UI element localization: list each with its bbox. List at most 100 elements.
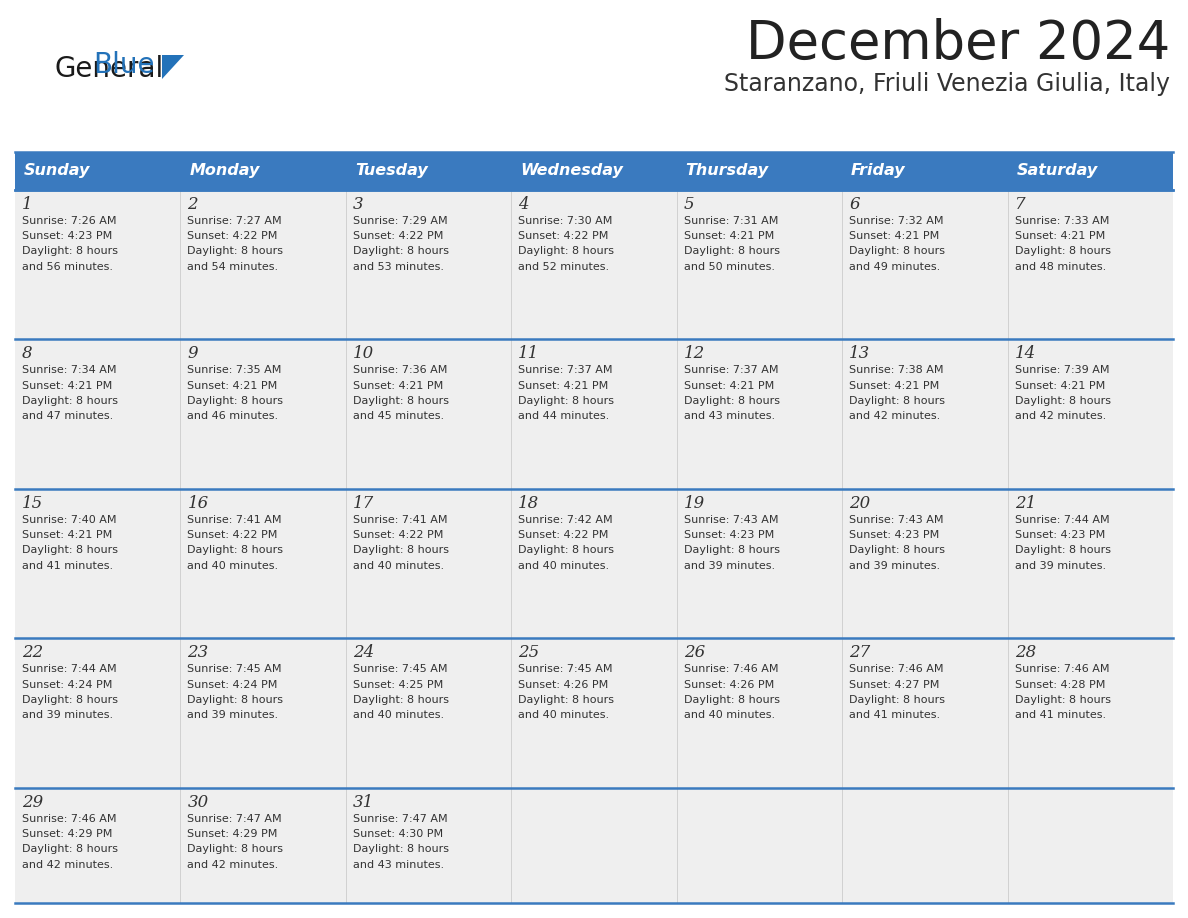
Text: Sunset: 4:21 PM: Sunset: 4:21 PM — [518, 381, 608, 391]
Text: December 2024: December 2024 — [746, 18, 1170, 70]
Text: Sunrise: 7:32 AM: Sunrise: 7:32 AM — [849, 216, 943, 226]
Text: and 41 minutes.: and 41 minutes. — [23, 561, 113, 571]
Text: Daylight: 8 hours: Daylight: 8 hours — [353, 396, 449, 406]
Text: Sunrise: 7:47 AM: Sunrise: 7:47 AM — [353, 814, 448, 823]
Text: Sunrise: 7:37 AM: Sunrise: 7:37 AM — [518, 365, 613, 375]
Text: 3: 3 — [353, 196, 364, 213]
Text: Daylight: 8 hours: Daylight: 8 hours — [353, 246, 449, 256]
Text: Daylight: 8 hours: Daylight: 8 hours — [23, 396, 118, 406]
Text: Daylight: 8 hours: Daylight: 8 hours — [849, 396, 946, 406]
Text: Daylight: 8 hours: Daylight: 8 hours — [188, 695, 284, 705]
Text: Sunrise: 7:41 AM: Sunrise: 7:41 AM — [188, 515, 282, 525]
Text: 2: 2 — [188, 196, 198, 213]
Text: Sunset: 4:21 PM: Sunset: 4:21 PM — [684, 231, 773, 241]
Text: Sunset: 4:21 PM: Sunset: 4:21 PM — [849, 231, 940, 241]
Text: Daylight: 8 hours: Daylight: 8 hours — [1015, 246, 1111, 256]
Text: 25: 25 — [518, 644, 539, 662]
Text: Sunset: 4:26 PM: Sunset: 4:26 PM — [684, 679, 773, 689]
Text: Daylight: 8 hours: Daylight: 8 hours — [849, 246, 946, 256]
Text: and 40 minutes.: and 40 minutes. — [518, 710, 609, 720]
Text: Sunset: 4:21 PM: Sunset: 4:21 PM — [23, 381, 112, 391]
Text: Sunrise: 7:40 AM: Sunrise: 7:40 AM — [23, 515, 116, 525]
Text: Sunset: 4:21 PM: Sunset: 4:21 PM — [23, 531, 112, 540]
Text: Daylight: 8 hours: Daylight: 8 hours — [23, 545, 118, 555]
Text: Sunrise: 7:36 AM: Sunrise: 7:36 AM — [353, 365, 447, 375]
Text: Daylight: 8 hours: Daylight: 8 hours — [684, 695, 779, 705]
Bar — [15, 788, 1173, 903]
Text: Sunrise: 7:34 AM: Sunrise: 7:34 AM — [23, 365, 116, 375]
Text: 15: 15 — [23, 495, 43, 512]
Text: and 48 minutes.: and 48 minutes. — [1015, 262, 1106, 272]
Text: Sunset: 4:21 PM: Sunset: 4:21 PM — [353, 381, 443, 391]
Text: 11: 11 — [518, 345, 539, 363]
Text: 18: 18 — [518, 495, 539, 512]
Text: General: General — [55, 55, 164, 83]
Text: and 41 minutes.: and 41 minutes. — [849, 710, 940, 720]
Bar — [15, 152, 1173, 190]
Text: Daylight: 8 hours: Daylight: 8 hours — [518, 545, 614, 555]
Text: and 39 minutes.: and 39 minutes. — [849, 561, 940, 571]
Text: 26: 26 — [684, 644, 704, 662]
Text: 8: 8 — [23, 345, 32, 363]
Text: Sunset: 4:23 PM: Sunset: 4:23 PM — [1015, 531, 1105, 540]
Text: Daylight: 8 hours: Daylight: 8 hours — [188, 396, 284, 406]
Text: and 40 minutes.: and 40 minutes. — [353, 710, 444, 720]
Text: 6: 6 — [849, 196, 860, 213]
Text: Sunrise: 7:47 AM: Sunrise: 7:47 AM — [188, 814, 282, 823]
Text: 10: 10 — [353, 345, 374, 363]
Text: Sunset: 4:21 PM: Sunset: 4:21 PM — [684, 381, 773, 391]
Text: and 42 minutes.: and 42 minutes. — [188, 859, 279, 869]
Text: 27: 27 — [849, 644, 871, 662]
Text: 9: 9 — [188, 345, 198, 363]
Text: 29: 29 — [23, 794, 43, 811]
Text: 17: 17 — [353, 495, 374, 512]
Text: Sunset: 4:27 PM: Sunset: 4:27 PM — [849, 679, 940, 689]
Text: Tuesday: Tuesday — [355, 163, 428, 178]
Text: and 43 minutes.: and 43 minutes. — [353, 859, 444, 869]
Text: Daylight: 8 hours: Daylight: 8 hours — [518, 396, 614, 406]
Text: Sunrise: 7:46 AM: Sunrise: 7:46 AM — [1015, 665, 1110, 675]
Text: Sunset: 4:21 PM: Sunset: 4:21 PM — [1015, 381, 1105, 391]
Text: Sunrise: 7:45 AM: Sunrise: 7:45 AM — [353, 665, 448, 675]
Text: and 49 minutes.: and 49 minutes. — [849, 262, 941, 272]
Text: Daylight: 8 hours: Daylight: 8 hours — [684, 545, 779, 555]
Text: Sunset: 4:26 PM: Sunset: 4:26 PM — [518, 679, 608, 689]
Text: and 39 minutes.: and 39 minutes. — [684, 561, 775, 571]
Text: Sunrise: 7:37 AM: Sunrise: 7:37 AM — [684, 365, 778, 375]
Text: Sunset: 4:22 PM: Sunset: 4:22 PM — [188, 531, 278, 540]
Text: and 50 minutes.: and 50 minutes. — [684, 262, 775, 272]
Text: and 42 minutes.: and 42 minutes. — [1015, 411, 1106, 421]
Text: 19: 19 — [684, 495, 704, 512]
Text: Daylight: 8 hours: Daylight: 8 hours — [1015, 396, 1111, 406]
Bar — [15, 638, 1173, 788]
Text: Sunset: 4:29 PM: Sunset: 4:29 PM — [23, 829, 113, 839]
Text: Saturday: Saturday — [1017, 163, 1098, 178]
Text: and 44 minutes.: and 44 minutes. — [518, 411, 609, 421]
Text: 13: 13 — [849, 345, 871, 363]
Text: Sunrise: 7:41 AM: Sunrise: 7:41 AM — [353, 515, 448, 525]
Text: Sunset: 4:21 PM: Sunset: 4:21 PM — [188, 381, 278, 391]
Text: Daylight: 8 hours: Daylight: 8 hours — [23, 695, 118, 705]
Text: Friday: Friday — [851, 163, 905, 178]
Text: 21: 21 — [1015, 495, 1036, 512]
Text: Sunset: 4:22 PM: Sunset: 4:22 PM — [353, 231, 443, 241]
Text: Thursday: Thursday — [685, 163, 769, 178]
Text: Daylight: 8 hours: Daylight: 8 hours — [518, 695, 614, 705]
Text: and 47 minutes.: and 47 minutes. — [23, 411, 113, 421]
Text: Daylight: 8 hours: Daylight: 8 hours — [849, 695, 946, 705]
Text: Sunrise: 7:43 AM: Sunrise: 7:43 AM — [849, 515, 943, 525]
Text: 24: 24 — [353, 644, 374, 662]
Text: Sunrise: 7:44 AM: Sunrise: 7:44 AM — [1015, 515, 1110, 525]
Text: 30: 30 — [188, 794, 209, 811]
Text: Daylight: 8 hours: Daylight: 8 hours — [353, 545, 449, 555]
Text: Sunset: 4:23 PM: Sunset: 4:23 PM — [849, 531, 940, 540]
Text: and 45 minutes.: and 45 minutes. — [353, 411, 444, 421]
Text: Blue: Blue — [93, 51, 154, 79]
Text: 31: 31 — [353, 794, 374, 811]
Text: and 43 minutes.: and 43 minutes. — [684, 411, 775, 421]
Text: and 42 minutes.: and 42 minutes. — [23, 859, 113, 869]
Text: Daylight: 8 hours: Daylight: 8 hours — [1015, 695, 1111, 705]
Text: Sunset: 4:24 PM: Sunset: 4:24 PM — [23, 679, 113, 689]
Text: and 42 minutes.: and 42 minutes. — [849, 411, 941, 421]
Text: 5: 5 — [684, 196, 694, 213]
